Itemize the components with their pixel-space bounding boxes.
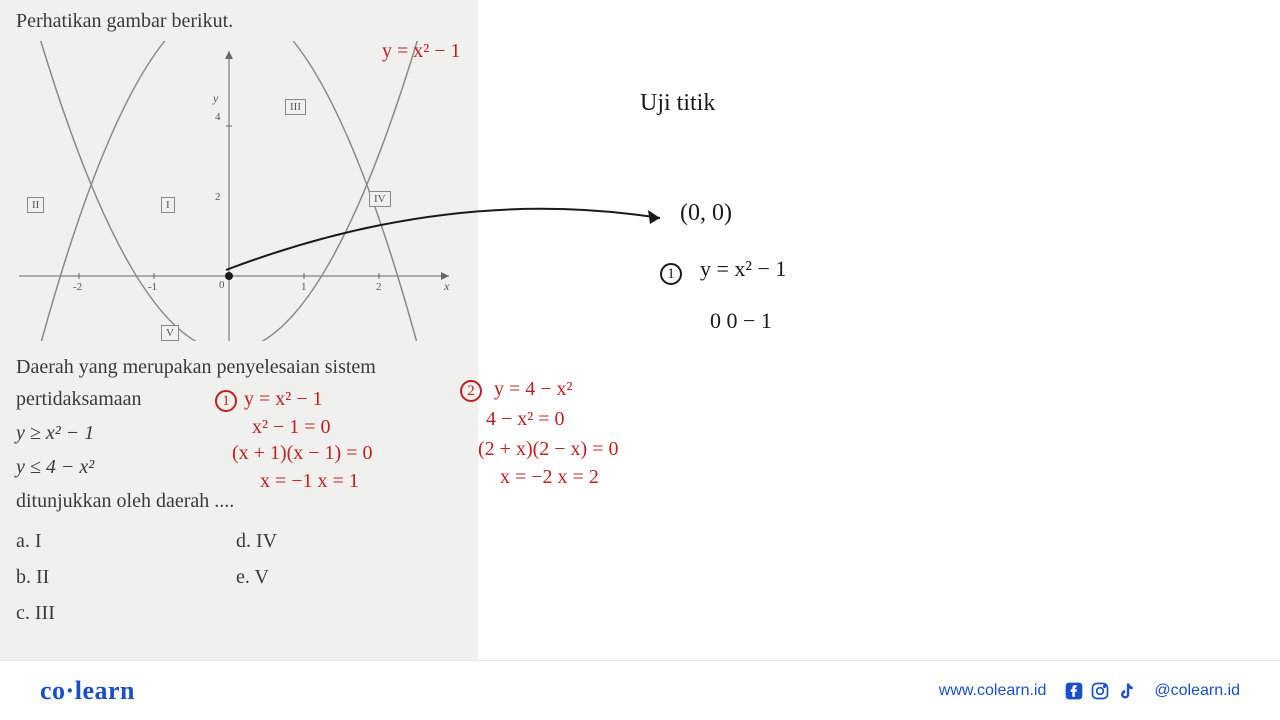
- hand-point: (0, 0): [680, 200, 732, 227]
- option-e: e. V: [236, 561, 436, 593]
- origin-label: 0: [219, 279, 225, 291]
- red-work1-l4: x = −1 x = 1: [260, 470, 359, 493]
- problem-title: Perhatikan gambar berikut.: [16, 10, 462, 33]
- facebook-icon[interactable]: [1064, 681, 1084, 701]
- region-label-3: III: [285, 99, 306, 115]
- hand-title: Uji titik: [640, 90, 715, 117]
- option-a: a. I: [16, 525, 216, 557]
- logo: co·learn: [40, 676, 135, 706]
- hand-step-eq: y = x² − 1: [700, 256, 786, 282]
- options-grid: a. I d. IV b. II e. V c. III: [16, 525, 462, 629]
- red-work2-l1: y = 4 − x²: [494, 378, 573, 401]
- red-work2-label: 2: [460, 378, 486, 402]
- graph: I II III IV V y x 0 4 2 -2 -1 1 2: [19, 41, 459, 341]
- footer-url[interactable]: www.colearn.id: [939, 682, 1047, 700]
- xtick-m2: -2: [73, 281, 82, 293]
- ytick-2: 2: [215, 191, 221, 203]
- graph-svg: [19, 41, 459, 341]
- xtick-m1: -1: [148, 281, 157, 293]
- xtick-1: 1: [301, 281, 307, 293]
- red-work2-l3: (2 + x)(2 − x) = 0: [478, 438, 618, 461]
- social-icons: [1064, 681, 1136, 701]
- red-work1-label: 1: [215, 388, 241, 412]
- region-label-4: IV: [369, 191, 391, 207]
- option-b: b. II: [16, 561, 216, 593]
- red-work1-l1: y = x² − 1: [244, 388, 323, 411]
- xtick-2: 2: [376, 281, 382, 293]
- region-label-2: II: [27, 197, 44, 213]
- tiktok-icon[interactable]: [1116, 681, 1136, 701]
- question-line3: ditunjukkan oleh daerah ....: [16, 485, 462, 517]
- footer: co·learn www.colearn.id @colearn.id: [0, 660, 1280, 720]
- ytick-4: 4: [215, 111, 221, 123]
- y-axis-label: y: [213, 91, 218, 106]
- region-label-1: I: [161, 197, 175, 213]
- problem-panel: Perhatikan gambar berikut. I II III IV V: [0, 0, 478, 660]
- red-work1-l3: (x + 1)(x − 1) = 0: [232, 442, 372, 465]
- logo-text: co·learn: [40, 676, 135, 705]
- red-work1-l2: x² − 1 = 0: [252, 416, 331, 439]
- red-work2-l2: 4 − x² = 0: [486, 408, 565, 431]
- x-axis-label: x: [444, 279, 449, 294]
- question-line1: Daerah yang merupakan penyelesaian siste…: [16, 351, 462, 383]
- red-work2-l4: x = −2 x = 2: [500, 466, 599, 489]
- option-d: d. IV: [236, 525, 436, 557]
- region-label-5: V: [161, 325, 179, 341]
- option-c: c. III: [16, 597, 216, 629]
- footer-handle[interactable]: @colearn.id: [1154, 682, 1240, 700]
- red-eq-top: y = x² − 1: [382, 40, 461, 63]
- hand-step-label: 1: [660, 258, 686, 285]
- instagram-icon[interactable]: [1090, 681, 1110, 701]
- hand-step-sub: 0 0 − 1: [710, 308, 772, 334]
- footer-right: www.colearn.id @colearn.id: [939, 681, 1240, 701]
